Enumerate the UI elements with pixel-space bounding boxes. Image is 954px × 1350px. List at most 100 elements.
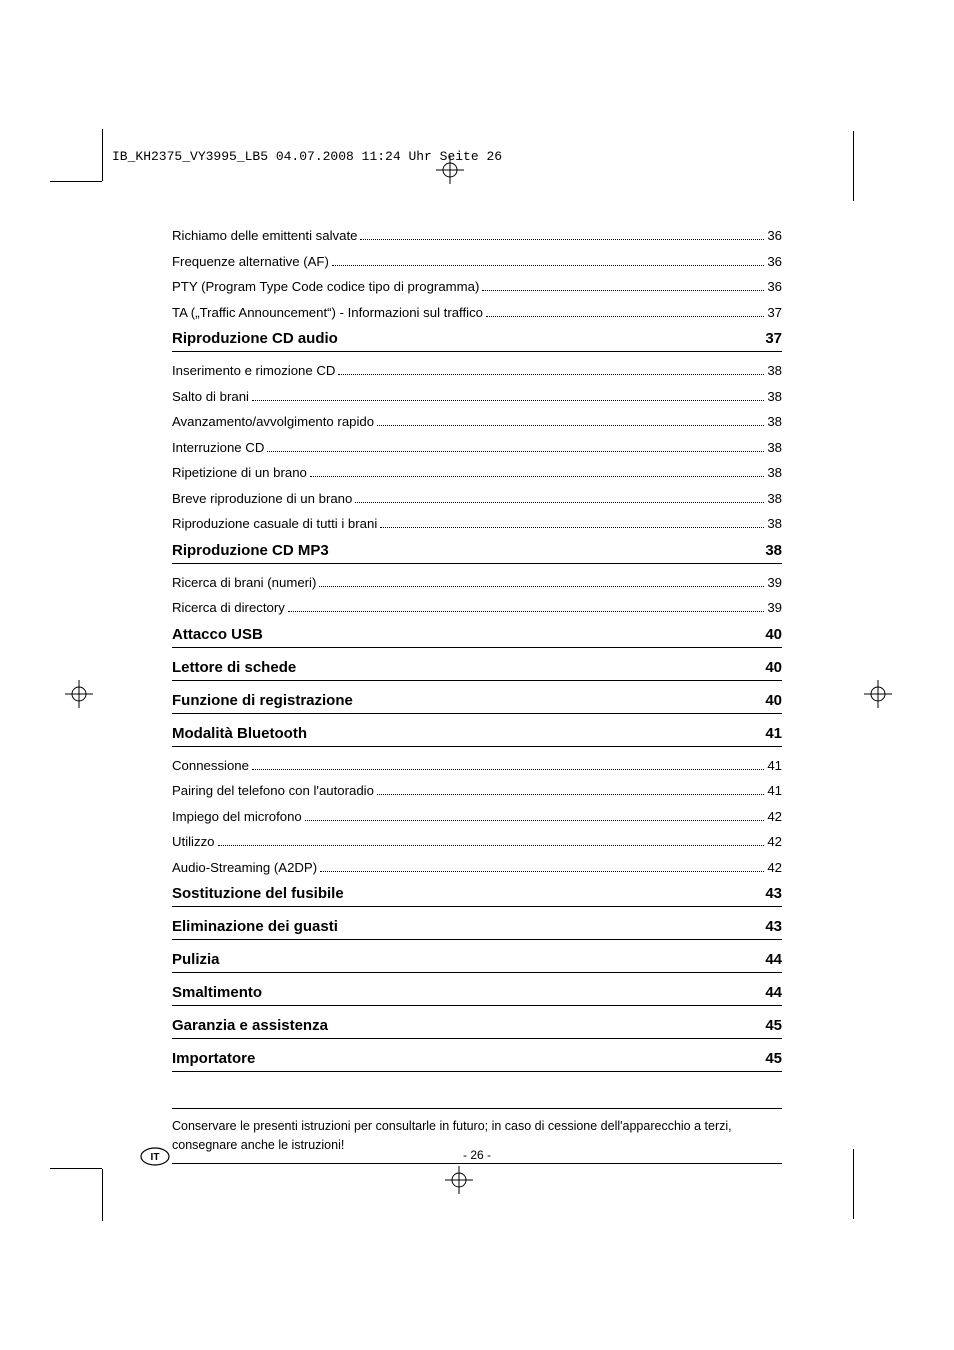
toc-leader-dots: [252, 769, 764, 770]
toc-entry-label: Ricerca di brani (numeri): [172, 575, 316, 590]
toc-entry: Riproduzione casuale di tutti i brani38: [172, 516, 782, 531]
toc-entry-label: Ripetizione di un brano: [172, 465, 307, 480]
toc-section-title: Modalità Bluetooth: [172, 725, 765, 742]
toc-entry: Audio-Streaming (A2DP) 42: [172, 860, 782, 875]
toc-entry-page: 38: [767, 389, 782, 404]
toc-section-page: 40: [765, 626, 782, 643]
toc-entry: Interruzione CD 38: [172, 440, 782, 455]
toc-section: Modalità Bluetooth41: [172, 725, 782, 747]
toc-entry-label: Connessione: [172, 758, 249, 773]
toc-entry-label: Riproduzione casuale di tutti i brani: [172, 516, 377, 531]
toc-leader-dots: [380, 527, 764, 528]
toc-entry-label: Inserimento e rimozione CD: [172, 363, 335, 378]
toc-entry-page: 37: [767, 305, 782, 320]
toc-section-title: Importatore: [172, 1050, 765, 1067]
toc-entry-page: 36: [767, 254, 782, 269]
toc-section: Funzione di registrazione40: [172, 692, 782, 714]
toc-leader-dots: [377, 425, 764, 426]
language-code: IT: [151, 1152, 160, 1163]
toc-entry-page: 38: [767, 440, 782, 455]
toc-entry-label: Avanzamento/avvolgimento rapido: [172, 414, 374, 429]
toc-section-page: 38: [765, 542, 782, 559]
toc-section-title: Attacco USB: [172, 626, 765, 643]
toc-section-page: 41: [765, 725, 782, 742]
toc-entry-label: Frequenze alternative (AF): [172, 254, 329, 269]
toc-leader-dots: [338, 374, 764, 375]
toc-section-page: 45: [765, 1017, 782, 1034]
toc-entry: TA („Traffic Announcement“) - Informazio…: [172, 305, 782, 320]
toc-section-page: 44: [765, 984, 782, 1001]
toc-entry-label: Breve riproduzione di un brano: [172, 491, 352, 506]
toc-entry: Impiego del microfono 42: [172, 809, 782, 824]
toc-leader-dots: [319, 586, 764, 587]
crop-mark: [853, 131, 854, 201]
crop-mark: [50, 181, 102, 182]
toc-entry: Connessione 41: [172, 758, 782, 773]
toc-entry-page: 38: [767, 491, 782, 506]
toc-entry-page: 41: [767, 783, 782, 798]
crop-mark: [102, 129, 103, 181]
toc-entry: Utilizzo 42: [172, 834, 782, 849]
toc-entry-page: 39: [767, 575, 782, 590]
toc-leader-dots: [355, 502, 764, 503]
toc-section-page: 43: [765, 918, 782, 935]
toc-entry-page: 38: [767, 465, 782, 480]
toc-entry-page: 42: [767, 809, 782, 824]
toc-entry: Pairing del telefono con l'autoradio41: [172, 783, 782, 798]
toc-leader-dots: [482, 290, 764, 291]
note-rule: [172, 1163, 782, 1164]
toc-leader-dots: [310, 476, 764, 477]
toc-entry-label: PTY (Program Type Code codice tipo di pr…: [172, 279, 479, 294]
toc-entry: Ricerca di brani (numeri) 39: [172, 575, 782, 590]
page-content: Richiamo delle emittenti salvate36Freque…: [172, 228, 782, 1164]
toc-entry-page: 42: [767, 834, 782, 849]
toc-entry-label: Interruzione CD: [172, 440, 264, 455]
toc-leader-dots: [360, 239, 764, 240]
toc-entry-page: 42: [767, 860, 782, 875]
toc-section-page: 45: [765, 1050, 782, 1067]
toc-entry: Avanzamento/avvolgimento rapido 38: [172, 414, 782, 429]
toc-section: Riproduzione CD audio37: [172, 330, 782, 352]
toc-leader-dots: [288, 611, 764, 612]
toc-entry: Ricerca di directory 39: [172, 600, 782, 615]
toc-section-title: Sostituzione del fusibile: [172, 885, 765, 902]
toc-section-title: Riproduzione CD audio: [172, 330, 765, 347]
toc-leader-dots: [218, 845, 765, 846]
toc-entry-page: 36: [767, 228, 782, 243]
toc-section-title: Garanzia e assistenza: [172, 1017, 765, 1034]
toc-section-page: 43: [765, 885, 782, 902]
toc-entry: Frequenze alternative (AF) 36: [172, 254, 782, 269]
toc-entry-page: 39: [767, 600, 782, 615]
toc-leader-dots: [305, 820, 765, 821]
toc-section-title: Pulizia: [172, 951, 765, 968]
toc-entry-label: Richiamo delle emittenti salvate: [172, 228, 357, 243]
toc-section: Smaltimento44: [172, 984, 782, 1006]
toc-leader-dots: [267, 451, 764, 452]
toc-entry: PTY (Program Type Code codice tipo di pr…: [172, 279, 782, 294]
header-meta: IB_KH2375_VY3995_LB5 04.07.2008 11:24 Uh…: [112, 149, 502, 164]
toc-section-title: Eliminazione dei guasti: [172, 918, 765, 935]
registration-mark-icon: [864, 680, 892, 713]
toc-entry-page: 36: [767, 279, 782, 294]
crop-mark: [102, 1169, 103, 1221]
toc-entry: Inserimento e rimozione CD 38: [172, 363, 782, 378]
toc-entry: Ripetizione di un brano 38: [172, 465, 782, 480]
toc-entry-label: Impiego del microfono: [172, 809, 302, 824]
registration-mark-icon: [65, 680, 93, 713]
toc-entry-page: 38: [767, 363, 782, 378]
toc-section: Attacco USB40: [172, 626, 782, 648]
toc-leader-dots: [252, 400, 764, 401]
toc-entry-label: Utilizzo: [172, 834, 215, 849]
toc-section-title: Funzione di registrazione: [172, 692, 765, 709]
toc-leader-dots: [377, 794, 764, 795]
toc-entry: Breve riproduzione di un brano 38: [172, 491, 782, 506]
toc-section: Sostituzione del fusibile43: [172, 885, 782, 907]
toc-section-title: Smaltimento: [172, 984, 765, 1001]
toc-entry-label: Audio-Streaming (A2DP): [172, 860, 317, 875]
toc-entry-label: Ricerca di directory: [172, 600, 285, 615]
toc-section: Riproduzione CD MP338: [172, 542, 782, 564]
toc-section: Eliminazione dei guasti43: [172, 918, 782, 940]
toc-entry-page: 38: [767, 414, 782, 429]
toc-section-page: 40: [765, 692, 782, 709]
toc-entry-page: 41: [767, 758, 782, 773]
